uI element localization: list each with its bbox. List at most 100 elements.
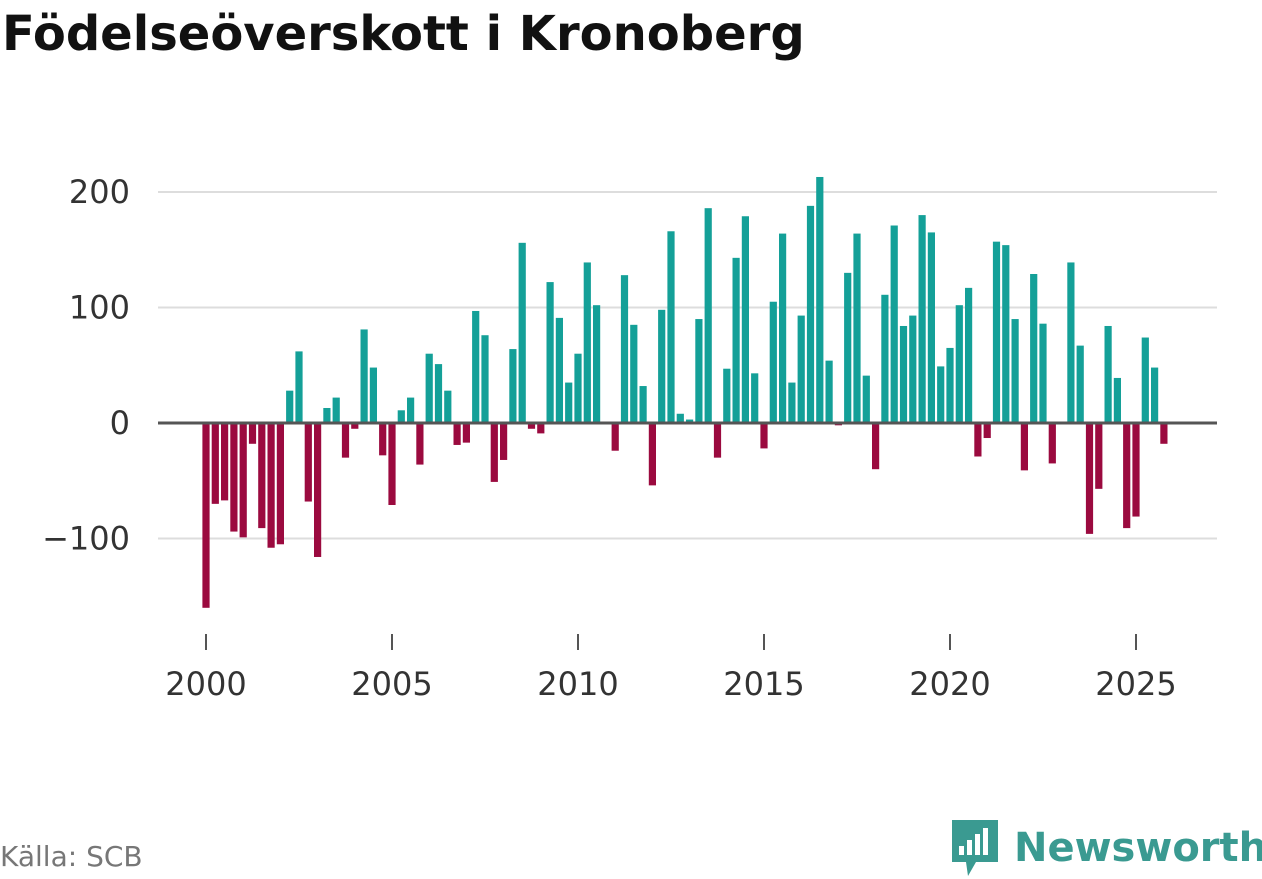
bar (211, 423, 219, 504)
bar (899, 325, 908, 423)
bar (1104, 325, 1112, 423)
bar (853, 233, 861, 423)
brand-logo: Newsworthy (950, 818, 1262, 878)
y-tick-label: 200 (69, 173, 130, 211)
y-tick-label: 0 (110, 404, 130, 442)
bar (286, 390, 294, 423)
bar (779, 233, 787, 423)
bar (909, 315, 917, 423)
bar (862, 375, 870, 423)
bar (434, 364, 443, 424)
bar (453, 423, 461, 445)
x-tick-label: 2020 (909, 665, 990, 703)
bar (500, 423, 508, 460)
x-tick-label: 2010 (537, 665, 618, 703)
bar (369, 367, 377, 423)
bar (686, 419, 694, 423)
bar (760, 423, 768, 449)
bar (527, 423, 536, 429)
x-tick-label: 2000 (165, 665, 246, 703)
y-axis: −100 0 100 200 (42, 173, 130, 558)
bar (788, 382, 796, 423)
gridlines (158, 191, 1217, 540)
bars (202, 176, 1168, 608)
bar (1030, 274, 1038, 423)
bar (732, 257, 740, 423)
bar (379, 423, 387, 456)
bar (583, 262, 591, 423)
bar (276, 423, 284, 545)
bar (992, 241, 1001, 423)
bar (1132, 423, 1140, 517)
bar (574, 353, 582, 423)
bar (1141, 337, 1149, 423)
bar (695, 319, 703, 423)
bar (872, 423, 880, 470)
bar (397, 410, 405, 424)
bar (639, 386, 647, 423)
bar (844, 272, 852, 423)
bar (1076, 345, 1084, 424)
x-tick-label: 2015 (723, 665, 804, 703)
bar (704, 208, 712, 423)
bar (946, 347, 954, 424)
x-axis: 2000 2005 2010 2015 2020 2025 (165, 634, 1177, 703)
source-note: Källa: SCB (0, 840, 143, 873)
bar (360, 329, 368, 423)
bar (248, 423, 257, 444)
bar (230, 423, 238, 532)
bar (1085, 423, 1094, 534)
bar (407, 397, 415, 423)
bar (918, 215, 926, 423)
bar (239, 423, 247, 538)
bar (797, 315, 805, 423)
bar (890, 225, 898, 423)
bar (658, 309, 666, 423)
bar (518, 242, 526, 423)
bar (388, 423, 396, 505)
bar (816, 176, 824, 423)
bar (481, 335, 489, 423)
bar (1160, 423, 1168, 444)
x-tick-label: 2025 (1095, 665, 1176, 703)
bar (1002, 245, 1010, 423)
bar (304, 423, 312, 502)
bar (1067, 262, 1075, 423)
bar (490, 423, 498, 482)
bar (444, 390, 452, 423)
bar (1123, 423, 1131, 529)
y-tick-label: 100 (69, 289, 130, 327)
x-tick-label: 2005 (351, 665, 432, 703)
bar (593, 305, 601, 423)
bar (1020, 423, 1028, 471)
bar (555, 317, 563, 423)
bar (565, 382, 573, 423)
chart-title: Födelseöverskott i Kronoberg (2, 6, 805, 62)
bar (751, 373, 759, 423)
bar (416, 423, 424, 465)
bar (425, 353, 433, 423)
bar (546, 282, 554, 423)
bar (537, 423, 545, 434)
bar (295, 351, 303, 423)
bar (676, 413, 684, 423)
bar (1113, 377, 1121, 423)
bar (965, 287, 973, 423)
bar (332, 397, 340, 423)
bar (806, 205, 815, 423)
bar (937, 366, 945, 423)
bar (1151, 367, 1159, 423)
bar (351, 423, 359, 429)
bar (741, 216, 749, 423)
bar (630, 324, 638, 423)
bar (713, 423, 722, 458)
bar (1095, 423, 1103, 489)
bar (472, 310, 480, 423)
bar (983, 423, 991, 439)
bar (723, 368, 731, 423)
bar (667, 231, 675, 423)
y-tick-label: −100 (42, 520, 130, 558)
bar (769, 301, 777, 424)
bar (1011, 319, 1019, 423)
